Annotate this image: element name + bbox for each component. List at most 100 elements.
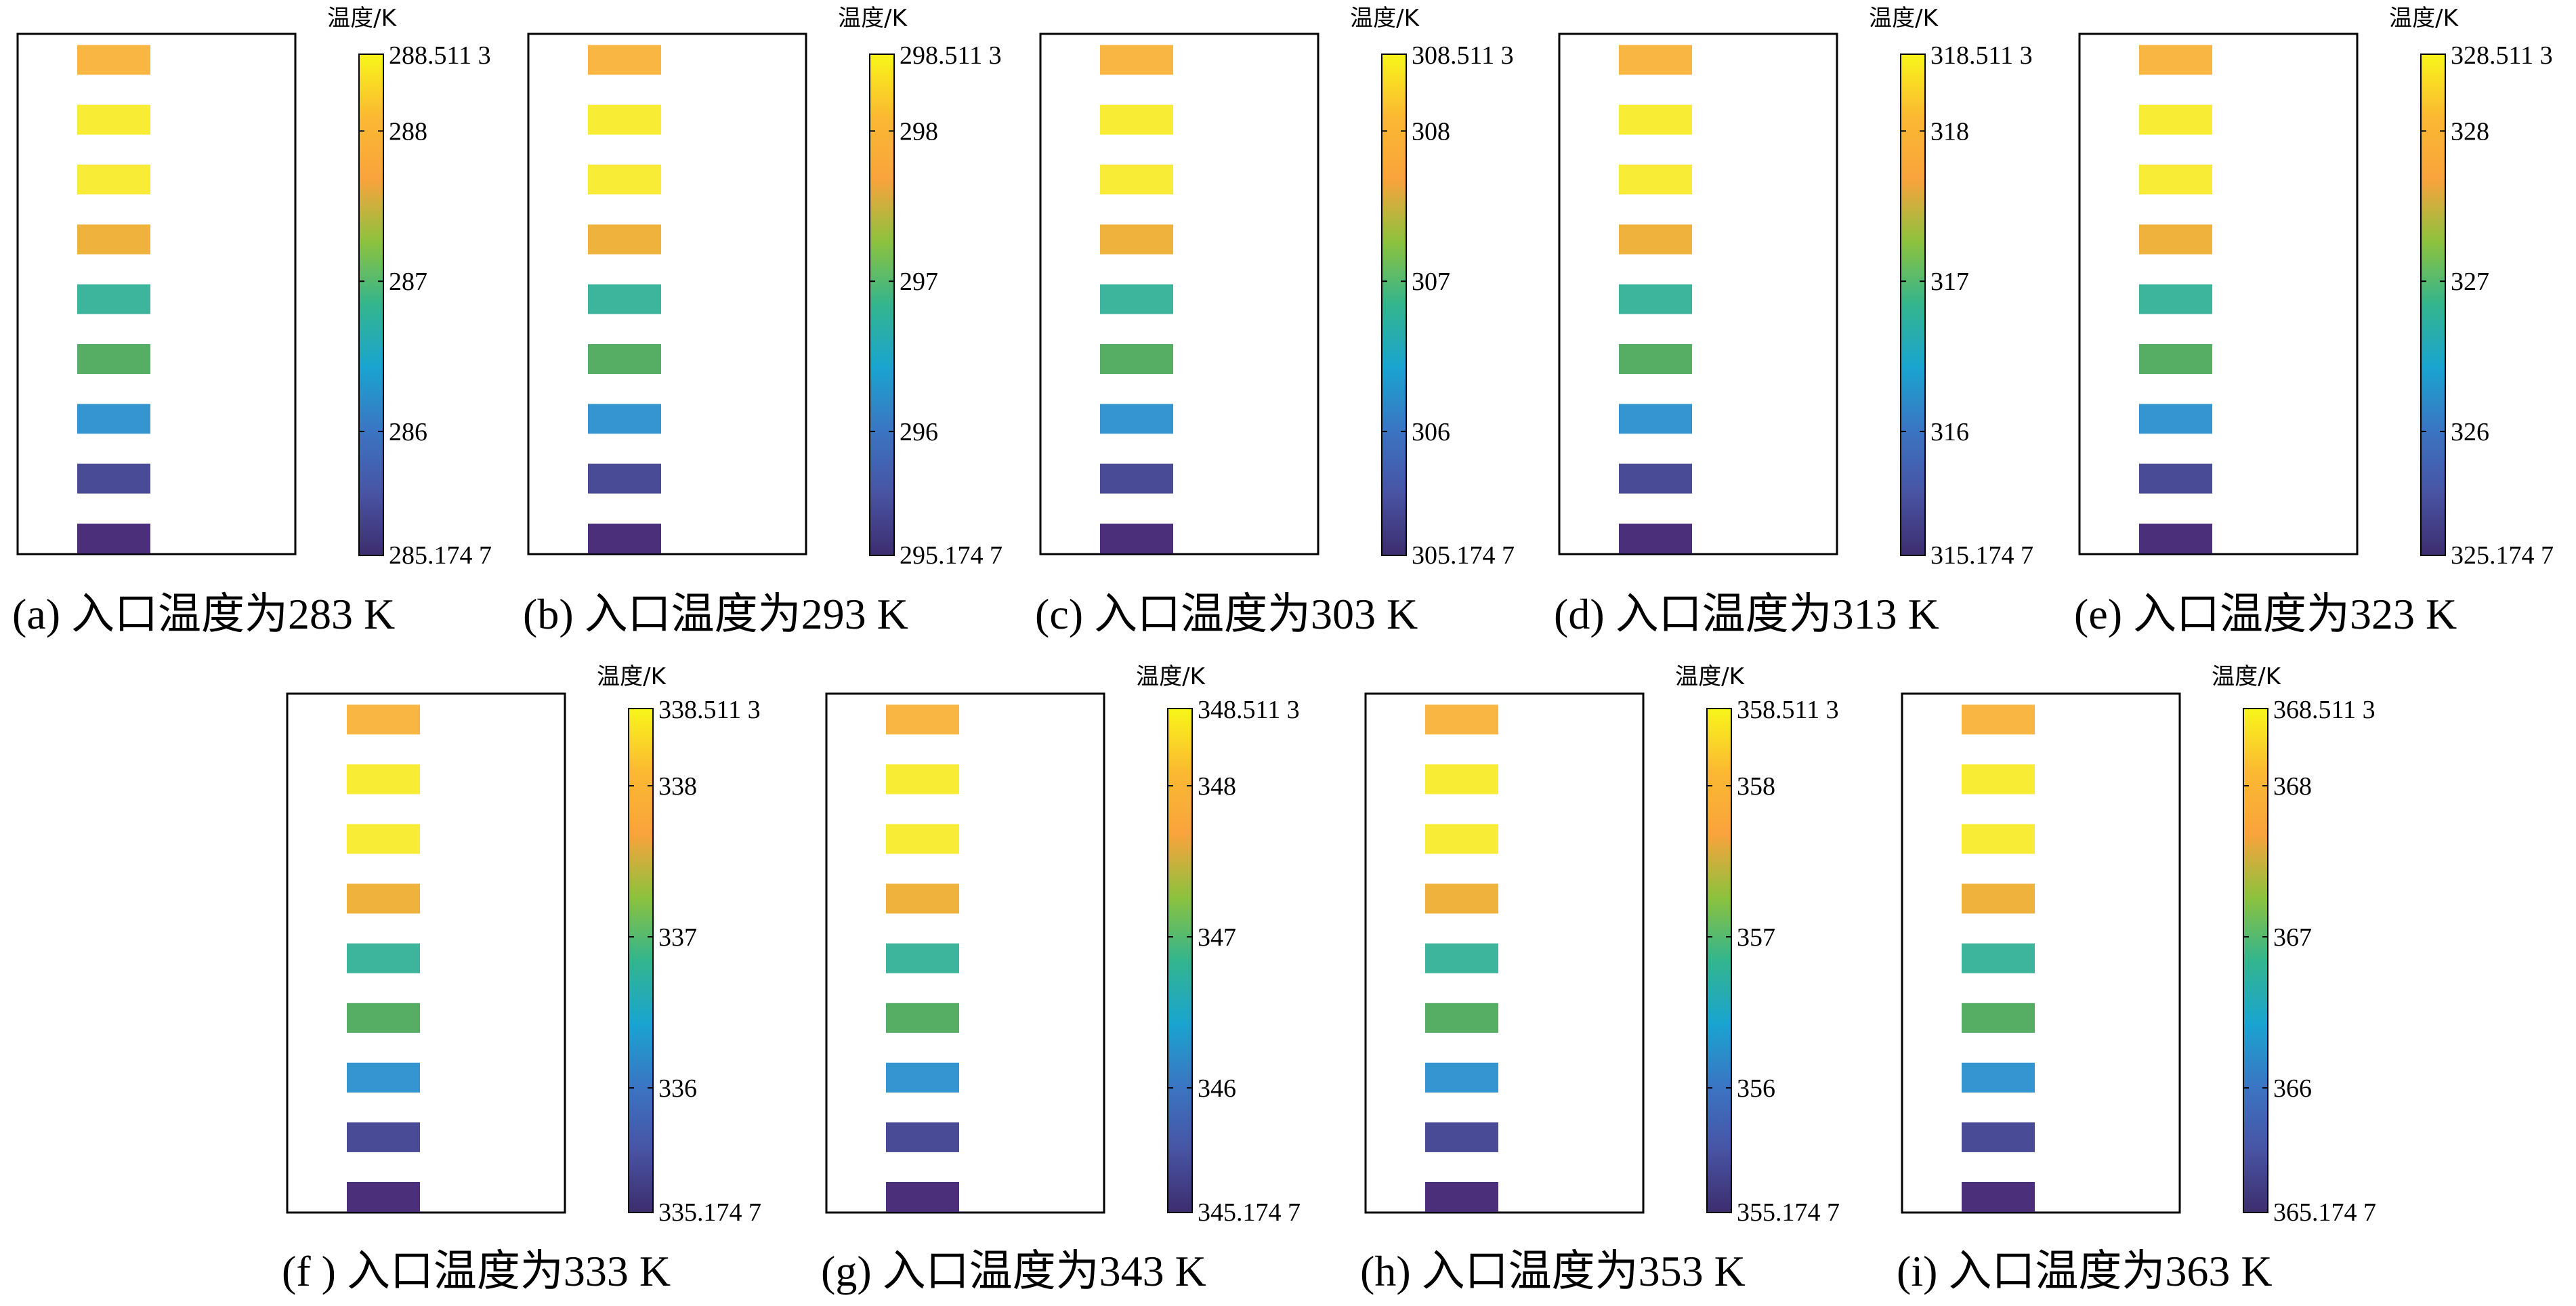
domain-frame <box>286 692 566 1214</box>
cell-block <box>77 524 150 553</box>
cell-block <box>2139 104 2212 135</box>
cell-block <box>588 463 661 494</box>
cell-block <box>2139 344 2212 374</box>
colorbar-max-label: 358.511 3 <box>1737 696 1839 724</box>
colorbar-min-label: 295.174 7 <box>900 541 1002 570</box>
cell-block <box>347 704 420 735</box>
colorbar-max-label: 368.511 3 <box>2273 696 2376 724</box>
colorbar-tick-label: 327 <box>2451 268 2489 296</box>
cell-block <box>886 943 959 973</box>
cell-block <box>886 1062 959 1093</box>
cell-block <box>588 165 661 194</box>
colorbar <box>358 54 384 556</box>
colorbar-title: 温度/K <box>1675 663 1745 690</box>
colorbar-min-label: 355.174 7 <box>1737 1198 1840 1227</box>
cell-block <box>2139 524 2212 553</box>
cell-block <box>1962 943 2035 973</box>
colorbar-title: 温度/K <box>1869 5 1939 32</box>
panels: 温度/K 288.511 3 288 287 286 285.174 7 (a) 入口温度为… <box>12 5 2554 1295</box>
colorbar-tick-label: 336 <box>658 1074 697 1103</box>
colorbar-min-label: 285.174 7 <box>389 541 492 570</box>
cell-block <box>347 1003 420 1033</box>
colorbar-max-label: 298.511 3 <box>900 41 1002 70</box>
domain-frame <box>1039 33 1319 555</box>
panel-caption: (d) 入口温度为313 K <box>1554 590 1939 638</box>
colorbar-tick-label: 326 <box>2451 418 2489 446</box>
panel-caption: (g) 入口温度为343 K <box>821 1247 1206 1295</box>
colorbar-max-label: 328.511 3 <box>2451 41 2553 70</box>
colorbar-tick-label: 368 <box>2273 772 2312 801</box>
cell-block <box>1619 284 1692 314</box>
colorbar-tick-label: 288 <box>389 117 427 146</box>
colorbar-tick-label: 357 <box>1737 923 1775 952</box>
colorbar <box>628 708 654 1213</box>
colorbar-tick-label: 338 <box>658 772 697 801</box>
cell-block <box>347 824 420 854</box>
cell-block <box>347 1182 420 1212</box>
cell-block <box>1619 524 1692 553</box>
cell-block <box>1962 1062 2035 1093</box>
colorbar-max-label: 338.511 3 <box>658 696 761 724</box>
colorbar-tick-label: 287 <box>389 268 427 296</box>
cell-block <box>347 1062 420 1093</box>
cell-block <box>347 883 420 914</box>
cell-block <box>1619 224 1692 255</box>
colorbar <box>1167 708 1193 1213</box>
colorbar-tick-label: 307 <box>1412 268 1450 296</box>
cell-block <box>77 404 150 434</box>
colorbar-max-label: 288.511 3 <box>389 41 491 70</box>
cell-block <box>886 824 959 854</box>
domain-frame <box>2078 33 2359 555</box>
colorbar-tick-label: 358 <box>1737 772 1775 801</box>
cell-block <box>2139 404 2212 434</box>
cell-block <box>1100 344 1173 374</box>
colorbar-tick-label: 308 <box>1412 117 1450 146</box>
cell-block <box>1619 404 1692 434</box>
panel-e: 温度/K 328.511 3 328 327 326 325.174 7 (e) 入口温度为… <box>2074 5 2554 638</box>
cell-block <box>1962 764 2035 795</box>
cell-block <box>77 104 150 135</box>
cell-block <box>1425 764 1498 795</box>
colorbar-max-label: 348.511 3 <box>1198 696 1300 724</box>
cell-block <box>1425 883 1498 914</box>
panel-caption: (h) 入口温度为353 K <box>1360 1247 1746 1295</box>
cell-block <box>1619 344 1692 374</box>
cell-block <box>1425 1122 1498 1152</box>
colorbar <box>1706 708 1732 1213</box>
cell-block <box>588 284 661 314</box>
colorbar <box>1900 54 1926 556</box>
cell-block <box>1962 883 2035 914</box>
panel-g: 温度/K 348.511 3 348 347 346 345.174 7 (g) 入口温度为… <box>821 663 1301 1295</box>
colorbar <box>2243 708 2268 1213</box>
cell-block <box>1100 463 1173 494</box>
colorbar-tick-label: 318 <box>1930 117 1969 146</box>
colorbar-min-label: 335.174 7 <box>658 1198 761 1227</box>
cell-block <box>1425 1003 1498 1033</box>
colorbar <box>1381 54 1407 556</box>
colorbar-tick-label: 317 <box>1930 268 1969 296</box>
cell-block <box>1100 104 1173 135</box>
colorbar-tick-label: 286 <box>389 418 427 446</box>
cell-block <box>1100 284 1173 314</box>
cell-block <box>1619 104 1692 135</box>
panel-i: 温度/K 368.511 3 368 367 366 365.174 7(i) 入口温度为… <box>1897 663 2376 1295</box>
domain-frame <box>825 692 1105 1214</box>
colorbar <box>869 54 895 556</box>
cell-block <box>2139 284 2212 314</box>
cell-block <box>886 704 959 735</box>
cell-block <box>1619 45 1692 75</box>
cell-block <box>588 224 661 255</box>
colorbar-min-label: 325.174 7 <box>2451 541 2554 570</box>
cell-block <box>1425 943 1498 973</box>
cell-block <box>886 764 959 795</box>
domain-frame <box>1558 33 1838 555</box>
cell-block <box>347 1122 420 1152</box>
cell-block <box>347 764 420 795</box>
colorbar-min-label: 365.174 7 <box>2273 1198 2376 1227</box>
cell-block <box>588 344 661 374</box>
colorbar-tick-label: 297 <box>900 268 938 296</box>
domain-frame <box>1364 692 1645 1214</box>
colorbar-min-label: 315.174 7 <box>1930 541 2033 570</box>
panel-d: 温度/K 318.511 3 318 317 316 315.174 7 (d) 入口温度为… <box>1554 5 2033 638</box>
